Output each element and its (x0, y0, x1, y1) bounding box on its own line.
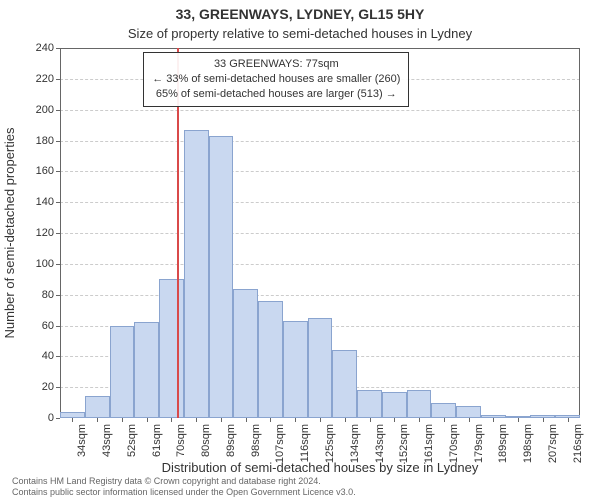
histogram-bar (357, 390, 382, 418)
y-tick-label: 220 (36, 73, 54, 85)
histogram-bar (456, 406, 481, 418)
x-tick-mark (295, 418, 296, 422)
x-tick-label: 89sqm (225, 424, 237, 457)
x-tick-label: 52sqm (126, 424, 138, 457)
x-tick-label: 143sqm (374, 424, 386, 463)
histogram-bar (431, 403, 456, 418)
x-tick-label: 134sqm (349, 424, 361, 463)
x-tick-label: 170sqm (448, 424, 460, 463)
x-tick-mark (493, 418, 494, 422)
y-tick-label: 160 (36, 165, 54, 177)
x-tick-mark (543, 418, 544, 422)
x-tick-label: 70sqm (175, 424, 187, 457)
x-tick-label: 107sqm (274, 424, 286, 463)
y-tick-label: 0 (48, 412, 54, 424)
annotation-box: 33 GREENWAYS: 77sqm ← 33% of semi-detach… (143, 52, 409, 107)
histogram-bar (233, 289, 258, 419)
x-tick-label: 61sqm (151, 424, 163, 457)
x-tick-label: 207sqm (547, 424, 559, 463)
x-tick-label: 216sqm (572, 424, 584, 463)
y-tick-label: 120 (36, 227, 54, 239)
histogram-bar (506, 416, 531, 418)
histogram-bar (407, 390, 432, 418)
x-tick-label: 116sqm (299, 424, 311, 462)
x-tick-mark (147, 418, 148, 422)
x-tick-label: 125sqm (324, 424, 336, 463)
y-tick-label: 20 (42, 381, 54, 393)
x-tick-label: 34sqm (76, 424, 88, 457)
histogram-bar (382, 392, 407, 418)
footer-line2: Contains public sector information licen… (12, 487, 356, 498)
x-tick-mark (568, 418, 569, 422)
x-tick-label: 43sqm (101, 424, 113, 457)
y-tick-label: 180 (36, 135, 54, 147)
x-tick-mark (518, 418, 519, 422)
annotation-line2: ← 33% of semi-detached houses are smalle… (152, 72, 400, 87)
x-tick-mark (345, 418, 346, 422)
y-axis-ticks: 020406080100120140160180200220240 (0, 48, 56, 418)
x-tick-label: 161sqm (423, 424, 435, 463)
histogram-bar (555, 415, 580, 418)
histogram-bar (530, 415, 555, 418)
chart-title: 33, GREENWAYS, LYDNEY, GL15 5HY (0, 6, 600, 22)
x-axis-label: Distribution of semi-detached houses by … (60, 460, 580, 475)
y-tick-label: 60 (42, 320, 54, 332)
histogram-bar (60, 412, 85, 418)
plot-area: 33 GREENWAYS: 77sqm ← 33% of semi-detach… (60, 48, 580, 418)
histogram-bar (209, 136, 234, 418)
x-tick-mark (221, 418, 222, 422)
x-tick-mark (444, 418, 445, 422)
histogram-bar (85, 396, 110, 418)
histogram-bar (481, 415, 506, 418)
y-tick-label: 140 (36, 196, 54, 208)
figure: 33, GREENWAYS, LYDNEY, GL15 5HY Size of … (0, 0, 600, 500)
chart-subtitle: Size of property relative to semi-detach… (0, 26, 600, 41)
histogram-bar (283, 321, 308, 418)
x-tick-mark (97, 418, 98, 422)
histogram-bar (159, 279, 184, 418)
x-tick-label: 98sqm (250, 424, 262, 457)
x-tick-mark (394, 418, 395, 422)
x-tick-label: 152sqm (398, 424, 410, 463)
y-tick-label: 240 (36, 42, 54, 54)
annotation-line1: 33 GREENWAYS: 77sqm (152, 57, 400, 72)
histogram-bar (258, 301, 283, 418)
x-tick-label: 198sqm (522, 424, 534, 463)
histogram-bar (308, 318, 333, 418)
x-tick-mark (72, 418, 73, 422)
x-tick-mark (419, 418, 420, 422)
footer-attribution: Contains HM Land Registry data © Crown c… (12, 476, 356, 499)
x-tick-label: 80sqm (200, 424, 212, 457)
x-tick-mark (469, 418, 470, 422)
x-tick-mark (270, 418, 271, 422)
y-tick-label: 200 (36, 104, 54, 116)
y-tick-label: 100 (36, 258, 54, 270)
x-tick-label: 189sqm (497, 424, 509, 463)
footer-line1: Contains HM Land Registry data © Crown c… (12, 476, 356, 487)
x-tick-mark (370, 418, 371, 422)
x-axis-ticks: 34sqm 43sqm 52sqm 61sqm 70sqm 80sqm 89sqm 98sqm… (60, 418, 580, 460)
histogram-bar (184, 130, 209, 418)
annotation-line3: 65% of semi-detached houses are larger (… (152, 87, 400, 102)
histogram-bar (332, 350, 357, 418)
x-tick-mark (171, 418, 172, 422)
x-tick-mark (246, 418, 247, 422)
histogram-bar (110, 326, 135, 419)
x-tick-mark (122, 418, 123, 422)
histogram-bar (134, 322, 159, 418)
x-tick-mark (196, 418, 197, 422)
x-tick-label: 179sqm (473, 424, 485, 463)
y-tick-label: 40 (42, 350, 54, 362)
y-tick-label: 80 (42, 289, 54, 301)
x-tick-mark (320, 418, 321, 422)
